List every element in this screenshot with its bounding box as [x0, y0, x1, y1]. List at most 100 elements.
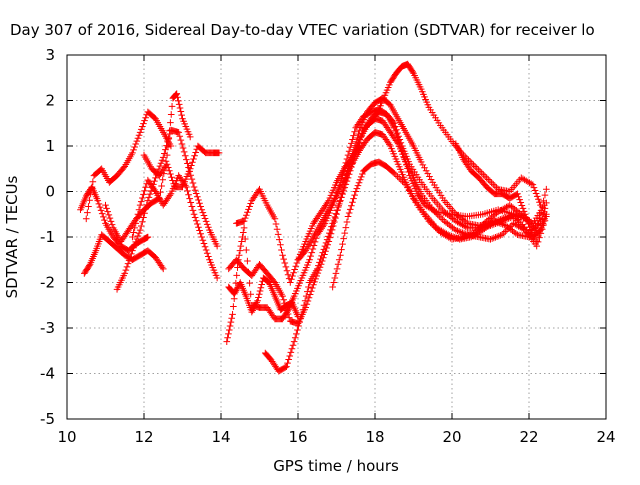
data-point-marker: [429, 206, 437, 213]
data-point-marker: [346, 206, 354, 213]
data-point-marker: [330, 279, 338, 286]
data-point-marker: [251, 302, 259, 309]
data-point-marker: [324, 198, 331, 206]
data-point-marker: [183, 156, 190, 163]
data-point-marker: [82, 215, 90, 223]
data-point-marker: [279, 251, 286, 259]
data-point-marker: [453, 234, 460, 242]
data-point-marker: [190, 210, 198, 218]
data-point-marker: [142, 183, 149, 191]
data-point-marker: [241, 214, 249, 222]
data-point-marker: [507, 212, 514, 219]
data-point-marker: [335, 200, 343, 208]
data-point-marker: [284, 310, 292, 318]
data-point-marker: [331, 274, 339, 282]
data-point-marker: [344, 213, 352, 220]
data-point-marker: [137, 198, 145, 205]
data-point-marker: [141, 209, 148, 217]
data-point-marker: [323, 236, 331, 243]
data-point-marker: [136, 129, 144, 136]
data-point-marker: [342, 224, 350, 231]
data-point-marker: [540, 197, 547, 205]
data-point-marker: [107, 218, 115, 225]
data-point-marker: [101, 216, 108, 224]
data-point-marker: [490, 234, 498, 242]
data-point-marker: [198, 233, 206, 241]
data-point-marker: [498, 215, 506, 223]
y-tick-label: 1: [45, 137, 55, 155]
data-point-marker: [410, 196, 418, 203]
data-point-marker: [481, 172, 489, 180]
data-point-marker: [140, 214, 147, 221]
data-point-marker: [278, 246, 285, 254]
data-point-marker: [462, 218, 470, 226]
data-point-marker: [502, 214, 509, 221]
data-point-marker: [520, 208, 528, 215]
data-point-marker: [514, 190, 521, 198]
data-point-marker: [483, 174, 490, 182]
data-point-marker: [175, 101, 183, 108]
data-point-marker: [224, 334, 231, 342]
data-point-marker: [396, 136, 404, 143]
data-point-marker: [163, 142, 170, 149]
data-point-marker: [273, 225, 281, 233]
data-point-marker: [225, 326, 233, 334]
data-point-marker: [290, 338, 298, 345]
data-point-marker: [137, 126, 145, 133]
data-point-marker: [452, 226, 460, 234]
data-point-marker: [303, 300, 311, 308]
data-point-marker: [526, 223, 533, 231]
data-point-marker: [320, 246, 328, 253]
data-point-marker: [288, 275, 295, 283]
x-axis-label: GPS time / hours: [273, 457, 399, 475]
data-point-marker: [437, 214, 445, 222]
data-point-marker: [244, 209, 251, 216]
data-point-marker: [188, 175, 196, 183]
data-point-marker: [531, 225, 539, 232]
data-point-marker: [202, 218, 210, 225]
data-point-marker: [252, 300, 260, 308]
data-point-marker: [136, 201, 144, 209]
data-point-marker: [284, 307, 291, 315]
data-point-marker: [309, 284, 316, 292]
data-point-marker: [163, 151, 171, 159]
data-point-marker: [443, 230, 450, 238]
data-point-marker: [241, 235, 249, 243]
data-point-marker: [516, 213, 524, 221]
data-point-marker: [339, 240, 346, 248]
data-point-marker: [200, 240, 208, 247]
data-point-marker: [345, 147, 353, 155]
data-point-marker: [161, 150, 168, 157]
data-point-marker: [334, 203, 342, 211]
data-point-marker: [155, 165, 163, 173]
data-point-marker: [426, 173, 433, 180]
data-point-marker: [140, 191, 147, 198]
data-point-marker: [424, 170, 432, 177]
data-point-marker: [405, 168, 412, 176]
data-point-marker: [421, 164, 428, 172]
data-point-marker: [194, 220, 201, 228]
data-point-marker: [292, 262, 300, 270]
data-point-marker: [136, 226, 144, 234]
data-point-marker: [478, 169, 485, 177]
data-point-marker: [129, 247, 136, 254]
data-point-marker: [533, 193, 541, 200]
data-point-marker: [154, 168, 162, 176]
data-point-marker: [135, 206, 143, 213]
data-point-marker: [536, 198, 543, 206]
data-point-marker: [449, 233, 457, 240]
data-point-marker: [305, 283, 312, 291]
data-point-marker: [213, 242, 221, 250]
data-point-marker: [130, 146, 137, 154]
data-point-marker: [223, 338, 231, 345]
data-point-marker: [301, 297, 309, 304]
data-point-marker: [139, 218, 146, 226]
data-point-marker: [357, 173, 365, 181]
data-point-marker: [168, 103, 176, 110]
data-point-marker: [432, 209, 440, 217]
data-point-marker: [476, 168, 484, 175]
data-point-marker: [287, 349, 295, 356]
data-point-marker: [232, 288, 239, 296]
data-point-marker: [145, 194, 153, 201]
